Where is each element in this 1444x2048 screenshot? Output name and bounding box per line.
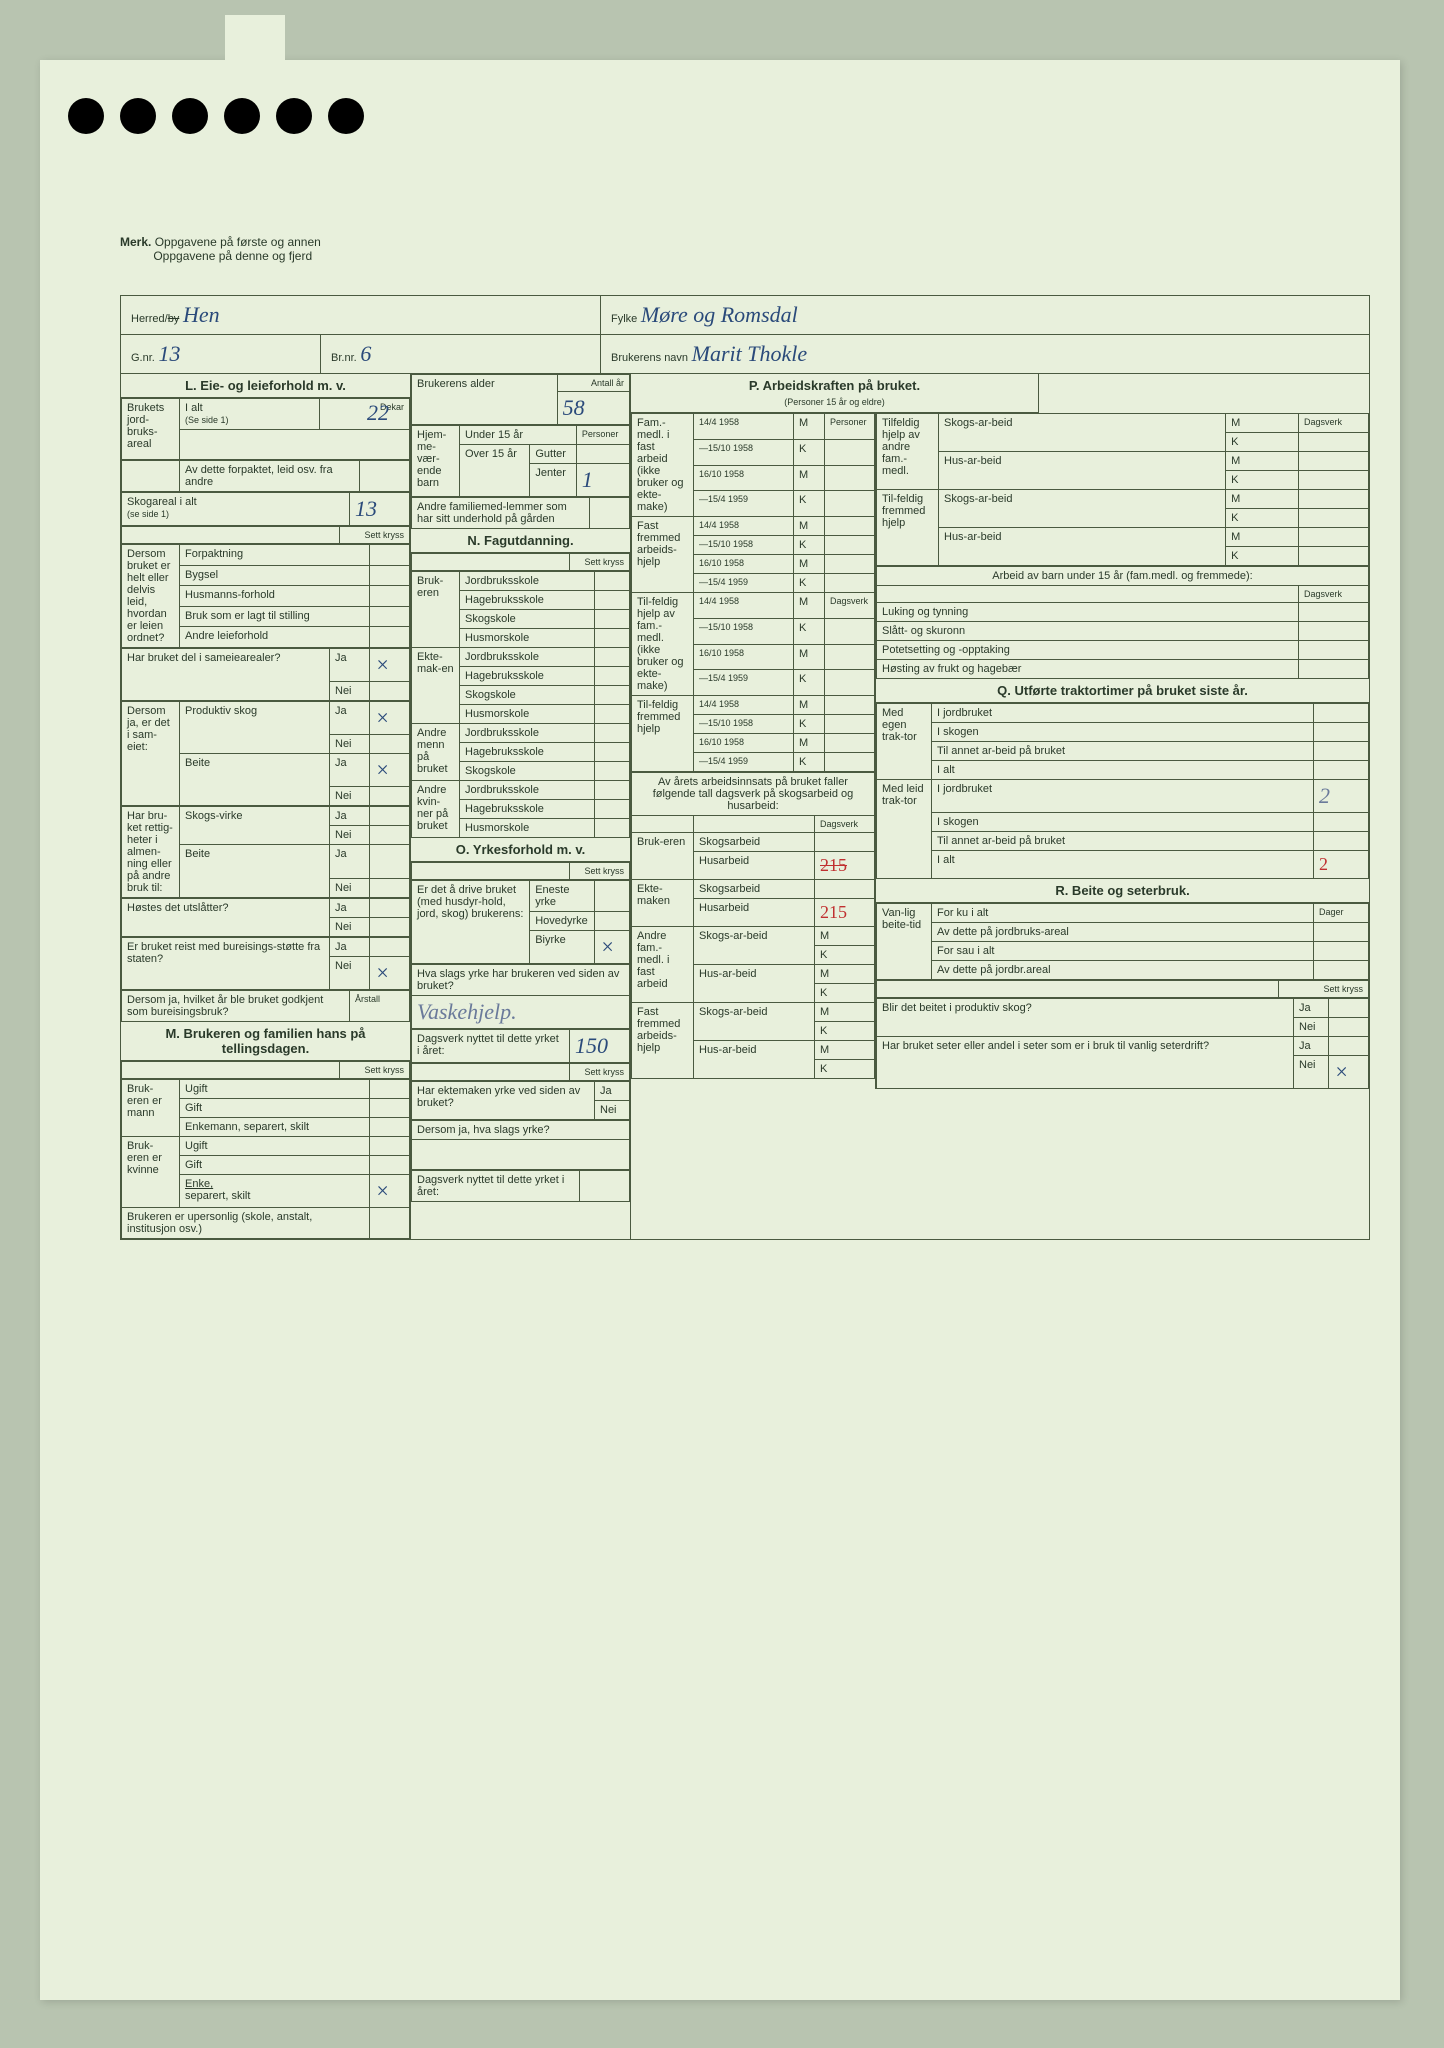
reist-nei-x: × [375,960,390,985]
brnr-value: 6 [360,341,371,366]
section-Q-title: Q. Utførte traktortimer på bruket siste … [876,679,1369,703]
section-O-table: Er det å drive bruket (med husdyr-hold, … [411,880,630,964]
bruker-navn-cell: Brukerens navn Marit Thokle [601,335,1369,373]
gnr-cell: G.nr. 13 [121,335,321,373]
p-right-top: Tilfeldig hjelp av andre fam.-medl. Skog… [876,413,1369,566]
p-left-table: Fam.-medl. i fast arbeid (ikke bruker og… [631,413,875,772]
section-M-table: Bruk-eren er mann Ugift Gift Enkemann, s… [121,1079,410,1239]
leie-table: Dersom bruket er helt eller delvis leid,… [121,544,410,648]
sameie-ja-x: × [375,652,390,677]
jenter-value: 1 [582,467,593,492]
section-Q-table: Med egen trak-tor I jordbruket I skogen … [876,703,1369,879]
skog-value: 13 [355,496,377,521]
areal-value: 22 [367,400,389,426]
biyrke-x: × [600,934,615,959]
skog-ja-x: × [375,705,390,730]
section-O-title: O. Yrkesforhold m. v. [411,838,630,862]
section-L-title: L. Eie- og leieforhold m. v. [121,374,410,398]
section-P-title: P. Arbeidskraften på bruket. (Personer 1… [631,374,1039,413]
section-N-table: Bruk-eren Jordbruksskole Hagebruksskole … [411,571,630,838]
fylke-cell: Fylke Møre og Romsdal [601,296,1369,334]
enke-x: × [375,1178,390,1203]
section-M-title: M. Brukeren og familien hans på tellings… [121,1022,410,1061]
leid-jord-value: 2 [1319,783,1330,808]
sideyrke-value: Vaskehjelp. [417,999,517,1024]
bruker-navn-value: Marit Thokle [692,341,808,366]
section-R-title: R. Beite og seterbruk. [876,879,1369,903]
section-L-areal: Brukets jord-bruks-areal I alt(Se side 1… [121,398,410,460]
punch-holes [68,98,364,134]
herred-cell: Herred/by Hen [121,296,601,334]
hus-bruk-value: 215 [820,855,847,875]
section-N-title: N. Fagutdanning. [411,529,630,553]
fylke-value: Møre og Romsdal [641,302,798,327]
alder-value: 58 [563,395,585,420]
dagsverk-value: 150 [575,1033,608,1058]
herred-value: Hen [183,302,220,327]
beite-ja-x: × [375,757,390,782]
seter-nei-x: × [1334,1059,1349,1084]
torn-corner [225,15,285,70]
section-R-table: Van-lig beite-tid For ku i alt Dager Av … [876,903,1369,980]
brnr-cell: Br.nr. 6 [321,335,601,373]
leid-alt-value: 2 [1319,854,1328,874]
census-form: Herred/by Hen Fylke Møre og Romsdal G.nr… [120,295,1370,1240]
hus-ekte-value: 215 [820,902,847,922]
merk-note: Merk. Oppgavene på første og annen Oppga… [120,235,321,263]
gnr-value: 13 [158,341,180,366]
